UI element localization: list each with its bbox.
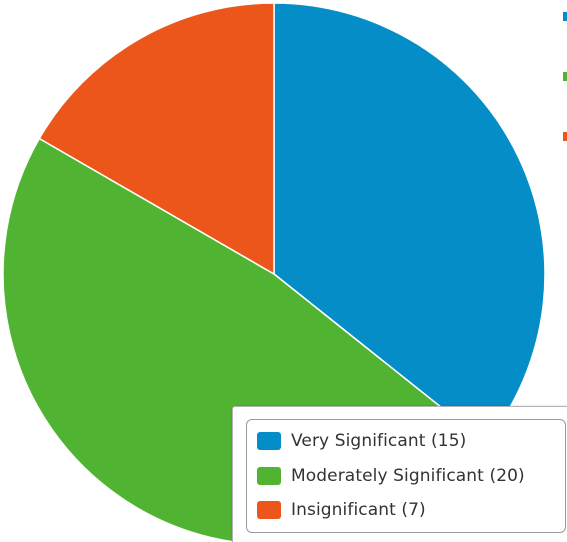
legend-swatch-moderately-significant (257, 467, 281, 485)
legend-label-very-significant: Very Significant (15) (291, 431, 467, 451)
legend-label-insignificant: Insignificant (7) (291, 500, 426, 520)
pie-slice-very-significant[interactable] (273, 2, 546, 444)
legend-item-insignificant[interactable]: Insignificant (7) (257, 497, 426, 523)
side-marker-moderately-significant (563, 72, 567, 81)
legend-item-very-significant[interactable]: Very Significant (15) (257, 428, 466, 454)
legend: Very Significant (15) Moderately Signifi… (246, 419, 566, 533)
legend-swatch-insignificant (257, 501, 281, 519)
pie-slice-insignificant[interactable] (38, 2, 275, 275)
side-marker-insignificant (563, 132, 567, 141)
legend-item-moderately-significant[interactable]: Moderately Significant (20) (257, 463, 525, 489)
legend-swatch-very-significant (257, 432, 281, 450)
legend-label-moderately-significant: Moderately Significant (20) (291, 466, 525, 486)
side-marker-very-significant (563, 12, 567, 21)
